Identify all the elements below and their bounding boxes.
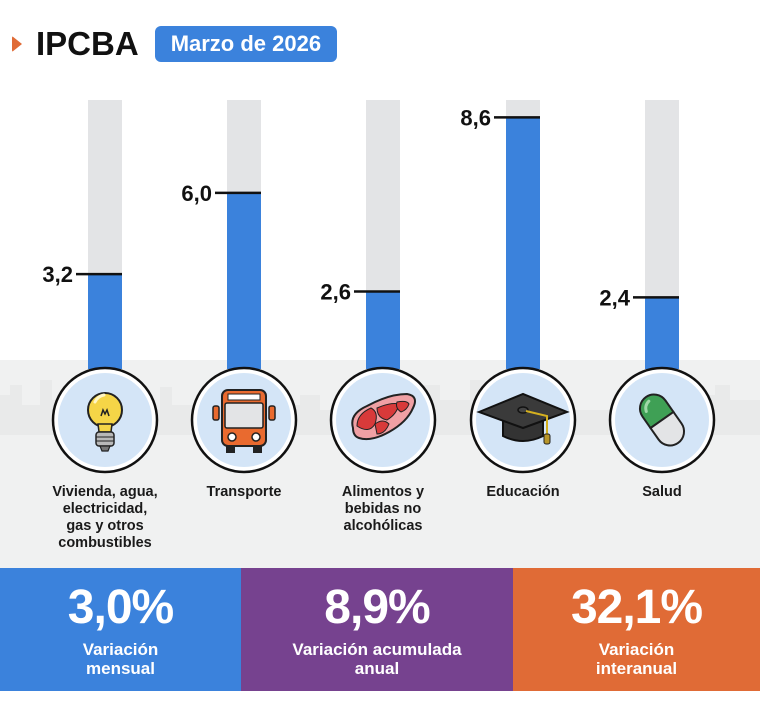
bar-chart: 3,2 6,0 2,6 8,6 2,4 — [42, 100, 716, 474]
stat-label: interanual — [595, 659, 678, 678]
category-label: Educación — [458, 484, 588, 501]
category-label: Transporte — [179, 484, 309, 501]
category-label-line: alcohólicas — [343, 518, 423, 534]
data-label: 8,6 — [460, 105, 491, 130]
stat-monthly: 3,0% Variación mensual — [0, 568, 241, 691]
stat-label: Variación acumulada — [292, 640, 462, 659]
category-label-line: Vivienda, agua, — [52, 484, 158, 500]
stat-value: 32,1% — [570, 581, 703, 634]
data-label: 2,6 — [320, 280, 351, 305]
stats-row: 3,0% Variación mensual 8,9% Variación ac… — [0, 568, 760, 691]
category-label-line: electricidad, — [62, 501, 148, 517]
stat-label: anual — [354, 659, 400, 678]
category-label-line: Alimentos y — [341, 484, 425, 500]
stat-label: Variación — [82, 640, 159, 659]
data-label: 3,2 — [42, 262, 73, 287]
pill-icon — [638, 393, 686, 447]
category-label: Alimentos y bebidas no alcohólicas — [318, 484, 448, 535]
category-label: Vivienda, agua, electricidad, gas y otros c… — [40, 484, 170, 552]
bar — [366, 291, 400, 369]
bar — [506, 117, 540, 369]
stat-cumulative: 8,9% Variación acumulada anual — [241, 568, 513, 691]
category-label-line: Salud — [642, 484, 682, 500]
stat-label: Variación — [598, 640, 675, 659]
bar — [645, 297, 679, 369]
data-label: 6,0 — [181, 181, 212, 206]
stat-value: 8,9% — [324, 581, 430, 634]
play-arrow-icon — [12, 36, 22, 52]
page-title: IPCBA — [36, 25, 139, 62]
category-label-line: combustibles — [58, 535, 152, 551]
stat-value: 3,0% — [67, 581, 174, 634]
category-label: Salud — [597, 484, 727, 501]
period-badge: Marzo de 2026 — [154, 26, 338, 62]
category-label-line: gas y otros — [66, 518, 144, 534]
lightbulb-icon — [87, 392, 123, 452]
graduation-cap-icon — [476, 392, 570, 445]
data-label: 2,4 — [599, 285, 630, 310]
bar — [88, 274, 122, 369]
bus-icon — [212, 389, 276, 453]
category-label-line: Educación — [486, 484, 560, 500]
category-label-line: bebidas no — [344, 501, 422, 517]
category-label-line: Transporte — [206, 484, 282, 500]
stat-interannual: 32,1% Variación interanual — [513, 568, 760, 691]
meat-icon — [351, 392, 416, 441]
bar — [227, 192, 261, 369]
stat-label: mensual — [86, 659, 155, 678]
header: IPCBA Marzo de 2026 — [12, 24, 338, 64]
